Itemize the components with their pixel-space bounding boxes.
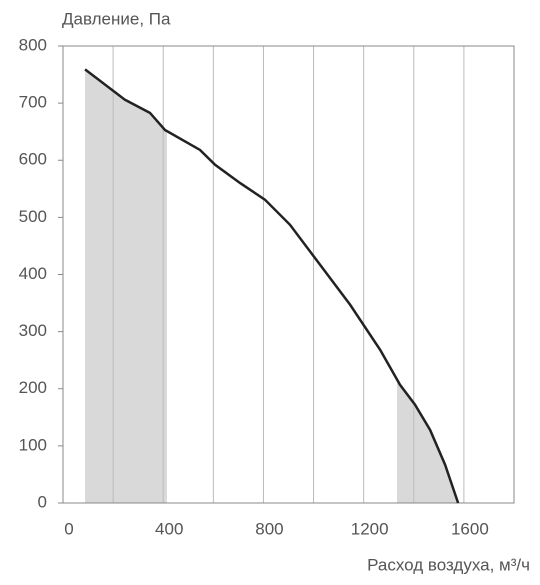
x-tick-label: 1200 — [351, 519, 389, 538]
shaded-range — [85, 69, 167, 503]
curve — [84, 68, 460, 504]
x-tick-label: 800 — [255, 519, 283, 538]
y-tick-label: 600 — [19, 150, 47, 169]
y-tick-label: 200 — [19, 378, 47, 397]
y-tick-label: 100 — [19, 435, 47, 454]
x-tick-label: 0 — [64, 519, 73, 538]
shaded-range — [396, 379, 459, 503]
y-tick-label: 800 — [19, 35, 47, 54]
x-axis-title: Расход воздуха, м³/ч — [367, 555, 530, 574]
y-tick-label: 300 — [19, 321, 47, 340]
y-tick-label: 500 — [19, 207, 47, 226]
y-axis-title: Давление, Па — [62, 9, 171, 28]
y-tick-label: 700 — [19, 93, 47, 112]
x-tick-label: 1600 — [451, 519, 489, 538]
plot-border — [62, 45, 515, 504]
y-tick-label: 0 — [38, 492, 47, 511]
y-tick-label: 400 — [19, 264, 47, 283]
x-tick-label: 400 — [155, 519, 183, 538]
